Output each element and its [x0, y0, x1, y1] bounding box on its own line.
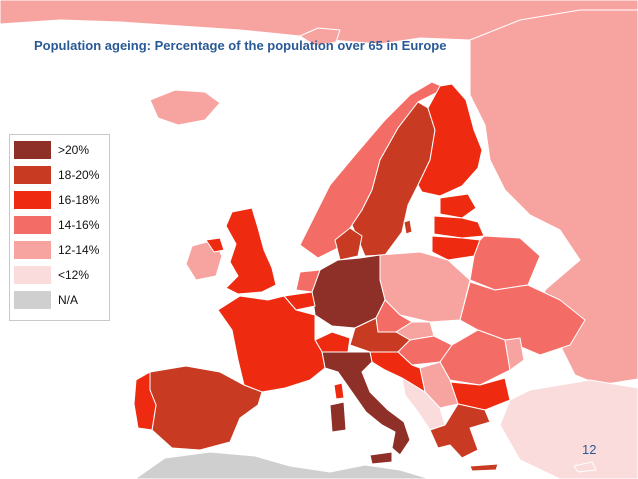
legend-label: <12% — [58, 268, 90, 282]
country-finland — [417, 83, 483, 197]
country-crete — [469, 463, 499, 472]
country-portugal — [133, 371, 157, 431]
region-north-africa — [134, 451, 431, 479]
country-lithuania — [431, 235, 481, 261]
country-sardinia — [329, 401, 347, 433]
country-denmark — [334, 227, 363, 261]
legend-swatch — [14, 166, 51, 184]
legend-swatch — [14, 266, 51, 284]
country-great-britain — [225, 207, 277, 295]
legend-label: 18-20% — [58, 168, 100, 182]
legend-swatch — [14, 191, 51, 209]
map-legend: >20% 18-20% 16-18% 14-16% 12-14% <12% N/… — [9, 134, 110, 321]
country-iceland — [149, 89, 221, 126]
country-moldova — [504, 337, 525, 371]
country-cyprus — [573, 461, 597, 473]
page-number: 12 — [582, 442, 597, 457]
country-ukraine — [459, 281, 586, 356]
region-svalbard — [299, 27, 341, 47]
country-germany — [311, 254, 386, 329]
country-sicily — [369, 451, 393, 465]
legend-swatch — [14, 141, 51, 159]
country-italy — [321, 351, 411, 456]
country-northern-ireland — [205, 237, 225, 253]
country-france — [217, 295, 326, 393]
legend-swatch — [14, 291, 51, 309]
region-turkey-middle-east — [499, 379, 638, 479]
country-gotland — [403, 219, 413, 235]
country-belarus — [469, 235, 541, 291]
legend-label: N/A — [58, 293, 79, 307]
legend-swatch — [14, 241, 51, 259]
legend-label: 14-16% — [58, 218, 100, 232]
legend-swatch — [14, 216, 51, 234]
country-latvia — [433, 215, 485, 239]
map-title: Population ageing: Percentage of the pop… — [34, 38, 447, 53]
legend-label: >20% — [58, 143, 90, 157]
country-romania — [439, 329, 511, 386]
legend-label: 12-14% — [58, 243, 100, 257]
legend-label: 16-18% — [58, 193, 100, 207]
country-estonia — [439, 193, 477, 219]
country-greece — [429, 403, 491, 459]
country-corsica — [333, 382, 345, 400]
